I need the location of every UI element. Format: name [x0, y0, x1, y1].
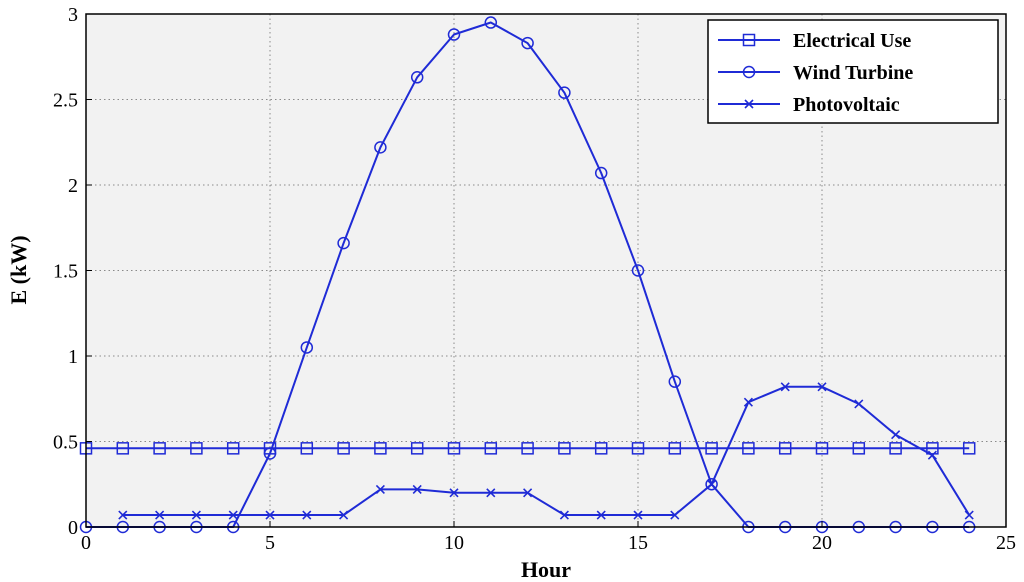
square-marker — [410, 442, 424, 455]
x-marker — [339, 510, 349, 520]
x-marker — [707, 479, 717, 489]
square-marker — [815, 442, 829, 455]
y-tick-label: 1 — [68, 346, 78, 368]
x-marker — [228, 510, 238, 520]
x-marker — [744, 99, 754, 109]
x-marker — [486, 488, 496, 498]
square-marker — [852, 442, 866, 455]
circle-marker — [410, 71, 424, 84]
x-marker — [155, 510, 165, 520]
legend-label: Photovoltaic — [793, 94, 900, 116]
circle-marker — [447, 28, 461, 41]
x-marker — [302, 510, 312, 520]
x-marker — [670, 510, 680, 520]
x-marker — [412, 484, 422, 494]
x-marker — [854, 399, 864, 409]
circle-marker — [668, 375, 682, 388]
axes: 0 5 10 15 20 25 0 0.5 1 1.5 2 2.5 3 — [53, 4, 1016, 554]
y-tick-label: 0 — [68, 517, 78, 539]
series-x — [118, 382, 974, 520]
x-marker — [191, 510, 201, 520]
x-marker — [964, 510, 974, 520]
x-marker — [596, 510, 606, 520]
circle-marker — [300, 341, 314, 354]
legend-entry: Electrical Use — [718, 30, 911, 52]
square-marker — [153, 442, 166, 455]
circle-marker — [263, 447, 277, 460]
x-marker — [118, 510, 128, 520]
x-tick-label: 5 — [265, 532, 275, 554]
y-tick-label: 2 — [68, 175, 78, 197]
circle-marker — [594, 166, 608, 180]
x-axis-label: Hour — [521, 557, 571, 582]
x-marker — [927, 450, 937, 460]
square-marker — [668, 442, 682, 455]
square-marker — [778, 442, 792, 455]
circle-marker — [337, 236, 350, 250]
x-tick-label: 20 — [812, 532, 832, 554]
square-marker — [190, 442, 203, 455]
square-marker — [742, 442, 755, 455]
x-marker — [375, 484, 385, 494]
x-marker — [780, 382, 790, 392]
y-tick-label: 2.5 — [53, 90, 78, 112]
x-marker — [633, 510, 643, 520]
square-marker — [447, 442, 461, 455]
legend-label: Wind Turbine — [793, 62, 913, 84]
circle-marker — [742, 65, 756, 79]
square-marker — [594, 442, 608, 455]
square-marker — [631, 442, 645, 455]
x-tick-label: 10 — [444, 532, 464, 554]
legend-entry: Photovoltaic — [718, 94, 900, 116]
square-marker — [484, 442, 498, 455]
circle-marker — [631, 264, 645, 277]
x-marker — [891, 430, 901, 440]
square-marker — [558, 442, 571, 455]
legend: Electrical Use Wind Turbine Photovoltaic — [707, 19, 999, 124]
x-marker — [817, 382, 827, 392]
circle-marker — [705, 478, 718, 491]
x-tick-label: 0 — [81, 532, 91, 554]
square-marker — [300, 442, 314, 455]
x-marker — [523, 488, 533, 498]
square-marker — [116, 442, 130, 455]
circle-marker — [374, 141, 387, 154]
circle-marker — [484, 16, 498, 29]
square-marker — [226, 442, 240, 455]
y-tick-label: 0.5 — [53, 432, 78, 454]
square-marker — [374, 442, 387, 455]
x-marker — [743, 397, 753, 407]
y-tick-label: 1.5 — [53, 261, 78, 283]
circle-marker — [521, 36, 534, 50]
square-marker — [521, 442, 534, 455]
x-marker — [559, 510, 569, 520]
square-marker — [705, 442, 718, 455]
circle-marker — [558, 86, 571, 99]
x-marker — [265, 510, 275, 520]
square-marker — [962, 442, 976, 455]
square-marker — [337, 442, 350, 455]
x-tick-label: 15 — [628, 532, 648, 554]
square-marker — [926, 442, 939, 455]
x-marker — [449, 488, 459, 498]
square-marker — [742, 33, 756, 47]
series-line — [122, 385, 971, 516]
square-marker — [889, 442, 902, 455]
y-tick-label: 3 — [68, 4, 78, 26]
x-tick-label: 25 — [996, 532, 1016, 554]
legend-entry: Wind Turbine — [718, 62, 913, 84]
y-axis-label: E (kW) — [6, 235, 31, 304]
legend-label: Electrical Use — [793, 30, 911, 52]
